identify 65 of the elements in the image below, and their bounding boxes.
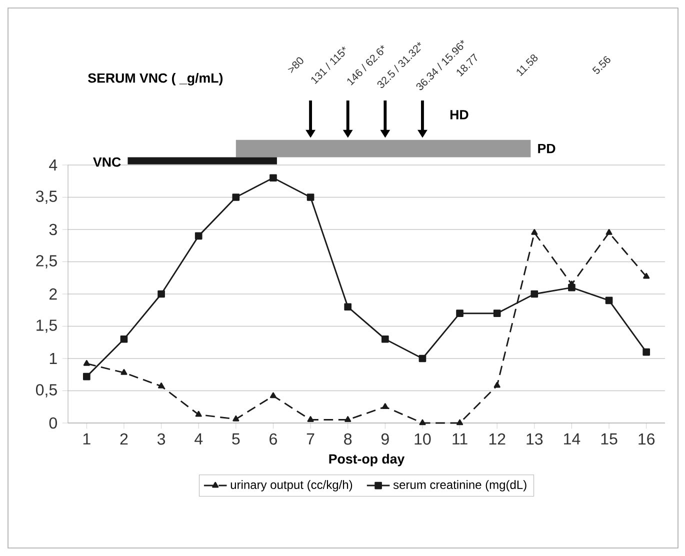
x-tick-label: 5	[232, 433, 240, 445]
text: 5.56	[592, 56, 610, 74]
point	[456, 310, 464, 318]
y-tick-label: 2,5	[36, 255, 57, 268]
x-tick-label: 14	[564, 433, 580, 444]
point	[494, 382, 500, 388]
point	[270, 174, 277, 182]
point	[418, 354, 426, 362]
point	[381, 335, 389, 343]
point	[344, 416, 352, 422]
point	[232, 415, 240, 422]
x-axis-title: Post-op day	[329, 454, 405, 466]
y-tick-label: 1	[50, 352, 57, 364]
point	[82, 372, 90, 380]
y-tick-label: 0,5	[36, 384, 57, 398]
point	[605, 296, 613, 304]
point	[382, 403, 388, 410]
x-tick-label: 9	[381, 433, 389, 445]
x-tick-label: 3	[157, 433, 166, 445]
point	[493, 310, 501, 318]
point	[344, 303, 352, 311]
point	[83, 360, 90, 366]
text: PD	[538, 144, 556, 154]
x-tick-label: 7	[306, 433, 314, 444]
point	[307, 416, 314, 422]
y-tick-label: 3,5	[36, 190, 57, 204]
x-tick-label: 12	[489, 433, 506, 445]
point	[158, 382, 165, 388]
x-tick-label: 15	[601, 433, 618, 445]
point	[270, 392, 276, 398]
point	[232, 194, 240, 201]
point	[456, 419, 464, 426]
y-tick-label: 4	[49, 159, 58, 170]
point	[531, 229, 538, 235]
y-tick-label: 1,5	[36, 320, 57, 333]
x-tick-label: 8	[344, 433, 352, 445]
x-tick-label: 11	[452, 433, 468, 444]
x-tick-label: 4	[194, 433, 203, 444]
point	[306, 194, 314, 201]
legend-label: serum creatinine (mg(dL)	[393, 480, 526, 492]
x-tick-label: 10	[414, 433, 431, 445]
text: HD	[450, 110, 468, 120]
point	[643, 272, 650, 279]
point	[120, 335, 128, 343]
point	[120, 369, 128, 375]
point	[568, 284, 576, 292]
point	[194, 232, 202, 240]
annotation: VNC	[93, 157, 121, 167]
x-tick-label: 6	[270, 433, 277, 445]
y-tick-label: 0	[49, 417, 57, 429]
text: SERUM VNC ( _g/mL)	[88, 72, 223, 86]
x-tick-label: 2	[120, 433, 128, 445]
x-tick-label: 16	[638, 433, 655, 445]
point	[158, 290, 165, 298]
legend-label: urinary output (cc/kg/h)	[230, 480, 352, 492]
point	[419, 419, 426, 426]
point	[642, 348, 650, 356]
point	[606, 229, 612, 235]
point	[530, 290, 538, 298]
y-tick-label: 2	[50, 288, 57, 300]
point	[195, 410, 202, 417]
x-tick-label: 1	[83, 433, 90, 444]
x-tick-label: 13	[526, 433, 543, 445]
text: >80	[288, 57, 304, 74]
y-tick-label: 3	[49, 224, 57, 236]
